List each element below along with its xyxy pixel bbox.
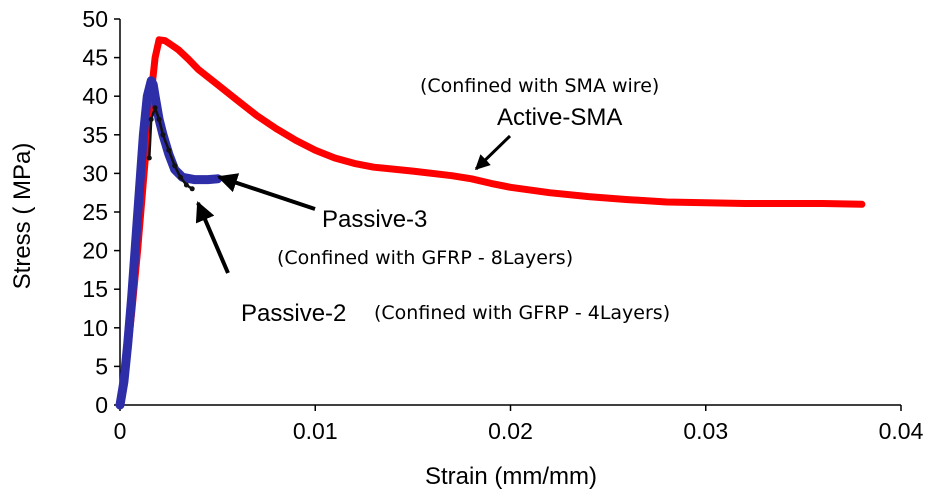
label-passive-3: Passive-3 [322,206,427,233]
data-point-passive-2 [166,147,172,153]
data-point-active-sma [821,202,825,205]
note-passive-2: (Confined with GFRP - 4Layers) [374,302,670,324]
data-point-active-sma [196,67,200,71]
data-point-active-sma [157,38,161,42]
y-tick-label: 40 [82,83,108,109]
data-point-passive-3 [192,178,196,182]
y-tick-label: 50 [82,6,108,32]
data-point-active-sma [235,98,239,102]
data-point-active-sma [294,138,298,142]
series-passive-2 [146,105,195,192]
data-point-active-sma [186,57,190,61]
data-point-active-sma [469,177,473,181]
data-point-passive-2 [160,132,166,138]
x-tick-label: 0.03 [683,418,728,444]
data-point-passive-3 [149,79,153,83]
data-point-passive-3 [138,187,141,191]
data-point-active-sma [177,48,181,52]
arrow-active-sma [474,134,512,171]
data-point-active-sma [704,201,708,205]
data-point-passive-2 [172,163,178,169]
data-point-passive-3 [122,380,126,384]
data-point-active-sma [153,56,157,60]
y-tick-label: 5 [95,353,108,379]
y-tick-label: 15 [82,276,108,302]
data-point-passive-2 [152,105,158,111]
data-point-active-sma [313,148,317,152]
data-point-active-sma [626,198,630,202]
data-point-passive-3 [130,295,134,299]
data-point-active-sma [743,202,747,205]
data-point-passive-2 [178,174,183,180]
x-tick-label: 0.02 [488,418,533,444]
data-point-active-sma [274,127,278,131]
data-point-passive-3 [126,341,130,345]
label-passive-2: Passive-2 [241,300,346,327]
data-point-active-sma [216,83,220,87]
data-point-active-sma [255,114,259,117]
data-point-active-sma [782,202,786,205]
y-tick-label: 0 [95,392,108,418]
data-point-passive-3 [151,83,155,87]
data-point-active-sma [548,191,551,195]
data-point-active-sma [333,156,337,160]
data-point-active-sma [665,200,669,204]
data-point-passive-3 [145,94,149,98]
y-axis-title: Stress ( MPa) [9,143,36,290]
y-tick-label: 25 [82,199,108,225]
arrow-passive-3 [217,173,316,211]
data-point-passive-3 [134,241,138,245]
series-layer [115,36,866,410]
data-point-active-sma [587,195,591,199]
label-active-sma: Active-SMA [497,104,622,131]
arrow-passive-2 [195,201,230,274]
data-point-passive-2 [183,182,189,188]
y-axis-ticks: 0 5 10 15 20 25 30 35 40 45 50 [82,6,120,418]
x-axis-ticks: 0 0.01 0.02 0.03 0.04 [114,405,924,444]
data-point-active-sma [169,43,173,46]
data-point-active-sma [411,169,415,173]
y-tick-label: 10 [82,315,108,341]
x-tick-label: 0.04 [879,418,924,444]
note-passive-3: (Confined with GFRP - 8Layers) [277,247,573,269]
x-tick-label: 0.01 [293,418,338,444]
data-point-passive-2 [148,116,154,122]
data-point-active-sma [509,185,512,189]
data-point-active-sma [352,161,356,165]
series-line-passive-2 [148,106,194,191]
data-point-passive-2 [156,116,162,122]
data-point-passive-3 [206,178,210,182]
x-tick-label: 0 [114,418,127,444]
series-passive-3 [115,76,223,410]
data-point-passive-2 [189,186,195,192]
y-tick-label: 20 [82,238,108,264]
data-point-passive-3 [153,94,157,98]
data-point-passive-2 [146,155,152,161]
y-tick-label: 45 [82,45,108,71]
y-tick-label: 35 [82,122,108,148]
y-tick-label: 30 [82,160,108,186]
data-point-active-sma [450,174,454,178]
x-axis-title: Strain (mm/mm) [425,463,597,490]
data-point-active-sma [489,181,493,185]
data-point-active-sma [163,39,167,43]
note-active-sma: (Confined with SMA wire) [420,75,659,97]
series-line-active-sma [116,36,866,409]
data-point-passive-3 [141,133,145,137]
data-point-active-sma [372,165,376,169]
data-point-passive-3 [118,403,122,407]
data-point-active-sma [860,202,864,206]
